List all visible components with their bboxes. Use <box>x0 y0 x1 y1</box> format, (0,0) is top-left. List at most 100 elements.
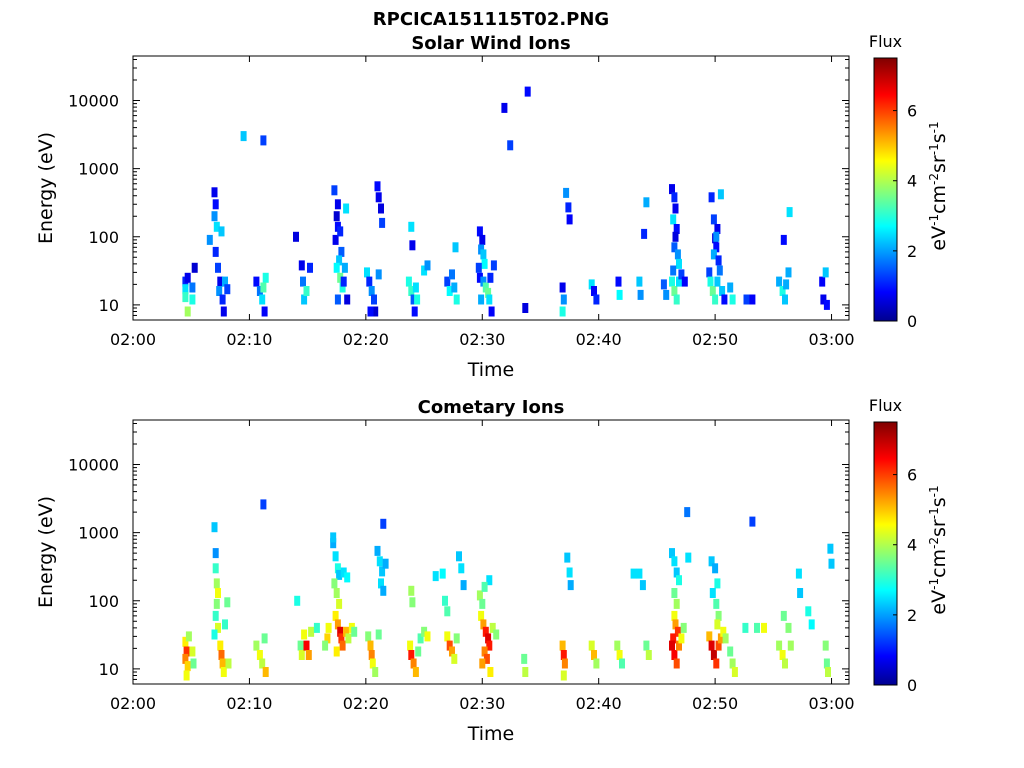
y-tick-label: 100 <box>88 592 119 611</box>
heatmap-cell <box>616 289 623 300</box>
heatmap-cell <box>301 294 308 305</box>
heatmap-cell <box>439 568 446 579</box>
heatmap-cell <box>827 543 834 554</box>
heatmap-cell <box>708 192 715 203</box>
heatmap-cell <box>424 631 431 642</box>
heatmap-cell <box>298 260 305 271</box>
heatmap-cell <box>708 556 715 567</box>
heatmap-cell <box>182 653 189 664</box>
heatmap-cell <box>564 552 571 563</box>
heatmap-cell <box>720 626 727 637</box>
panel-title: Cometary Ions <box>418 397 565 418</box>
heatmap-cell <box>343 626 350 637</box>
heatmap-cell <box>643 640 650 651</box>
heatmap-cell <box>222 619 228 630</box>
heatmap-cell <box>340 567 347 578</box>
heatmap-cell <box>676 276 682 287</box>
heatmap-cell <box>712 563 719 574</box>
heatmap-cell <box>713 231 720 242</box>
heatmap-cell <box>336 255 343 266</box>
heatmap-cell <box>338 246 345 257</box>
heatmap-cell <box>340 276 347 287</box>
x-tick-label: 02:50 <box>692 330 738 349</box>
heatmap-cell <box>479 658 486 669</box>
heatmap-cell <box>715 255 722 266</box>
heatmap-cell <box>671 286 678 296</box>
heatmap-cell <box>225 658 232 669</box>
heatmap-cell <box>619 658 625 669</box>
heatmap-cell <box>593 658 600 669</box>
heatmap-cell <box>365 631 372 642</box>
heatmap-cell <box>415 646 422 657</box>
heatmap-cell <box>630 568 637 579</box>
heatmap-cell <box>823 658 830 669</box>
heatmap-cell <box>446 640 453 651</box>
heatmap-cell <box>410 658 417 669</box>
heatmap-cell <box>524 86 531 97</box>
heatmap-cell <box>669 276 675 287</box>
heatmap-cell <box>379 217 386 228</box>
heatmap-cell <box>334 294 341 305</box>
heatmap-cell <box>674 626 681 637</box>
y-tick-label: 1000 <box>78 160 119 179</box>
heatmap-cell <box>379 566 386 577</box>
heatmap-cell <box>409 240 416 251</box>
heatmap-cell <box>673 567 680 578</box>
heatmap-cell <box>375 629 382 640</box>
heatmap-cell <box>749 294 756 305</box>
heatmap-cell <box>706 267 713 278</box>
heatmap-cell <box>256 650 263 660</box>
heatmap-cell <box>183 646 190 657</box>
x-tick-label: 02:40 <box>576 330 622 349</box>
heatmap-cell <box>727 282 734 293</box>
heatmap-cell <box>673 658 680 669</box>
heatmap-cell <box>481 646 488 657</box>
heatmap-cell <box>673 598 680 609</box>
x-axis-label: Time <box>467 723 515 745</box>
heatmap-cell <box>591 286 597 296</box>
x-tick-label: 02:50 <box>692 694 738 713</box>
heatmap-cell <box>334 199 341 210</box>
heatmap-cell <box>376 556 383 567</box>
heatmap-cell <box>213 221 220 232</box>
heatmap-cell <box>486 294 493 305</box>
heatmap-cell <box>368 286 375 296</box>
heatmap-cell <box>190 658 197 669</box>
heatmap-cell <box>722 633 729 644</box>
axes-frame <box>132 419 850 685</box>
y-tick-label: 10 <box>99 296 119 315</box>
heatmap-cell <box>444 276 451 287</box>
heatmap-cell <box>305 650 312 660</box>
heatmap-cell <box>189 646 196 657</box>
y-tick-label: 100 <box>88 228 119 247</box>
heatmap-cell <box>559 640 566 651</box>
heatmap-cell <box>324 633 331 644</box>
heatmap-cell <box>374 545 381 556</box>
heatmap-cell <box>333 211 340 222</box>
heatmap-cell <box>333 646 340 657</box>
heatmap-cell <box>615 276 622 287</box>
heatmap-cell <box>478 610 485 621</box>
heatmap-cell <box>380 585 387 596</box>
heatmap-cell <box>184 272 191 283</box>
heatmap-cell <box>451 282 458 293</box>
heatmap-cell <box>260 135 267 146</box>
heatmap-cell <box>684 507 691 518</box>
heatmap-cell <box>367 306 374 317</box>
heatmap-cell <box>336 598 343 609</box>
heatmap-cell <box>182 284 189 295</box>
heatmap-cell <box>485 287 492 298</box>
colorbar-tick-label: 6 <box>907 102 917 121</box>
x-axis-label: Time <box>467 359 515 381</box>
heatmap-cell <box>480 619 487 630</box>
heatmap-cell <box>218 226 225 237</box>
heatmap-cell <box>663 289 670 300</box>
heatmap-cell <box>672 231 679 242</box>
heatmap-cell <box>338 633 345 644</box>
heatmap-cell <box>749 516 756 527</box>
heatmap-cell <box>182 636 189 647</box>
heatmap-cell <box>240 131 247 142</box>
heatmap-cell <box>408 585 415 596</box>
heatmap-cell <box>446 286 453 296</box>
heatmap-cell <box>451 653 458 664</box>
